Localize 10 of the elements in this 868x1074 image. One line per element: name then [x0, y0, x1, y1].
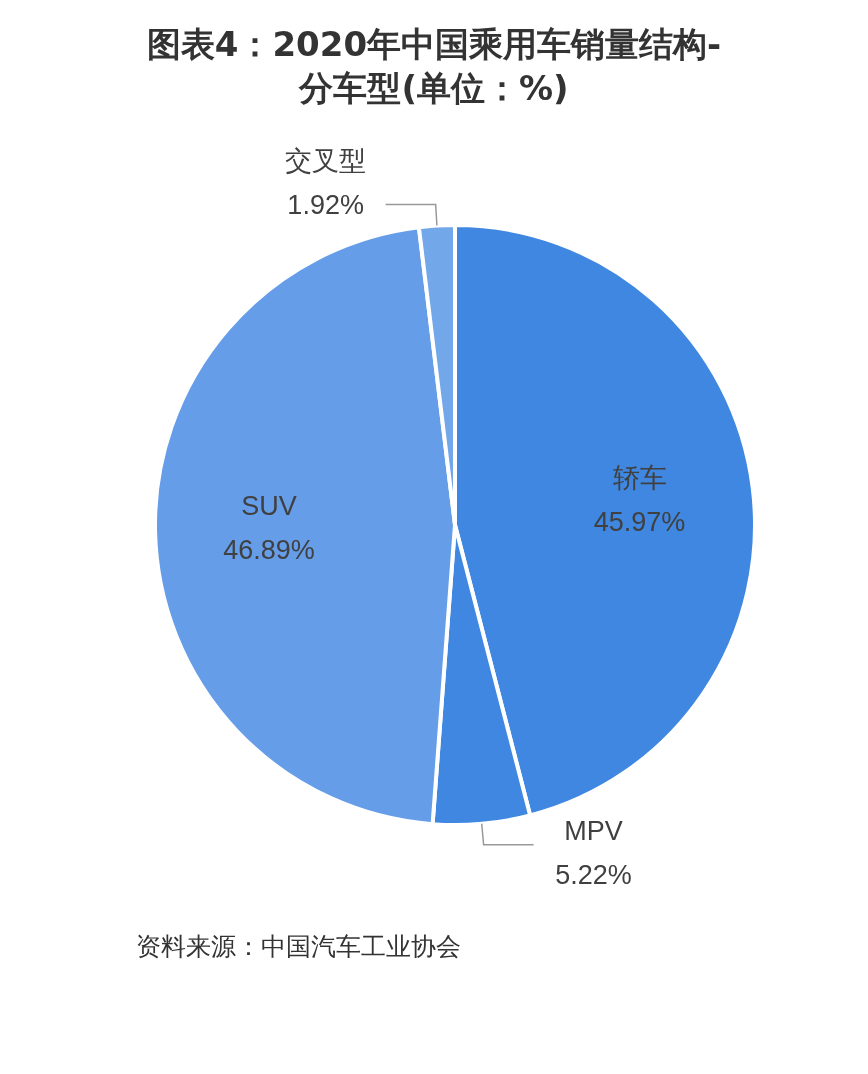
slice-label: SUV: [241, 490, 297, 521]
data-label: 1.92%: [287, 190, 364, 221]
text: 资料来源：中国汽车工业协会: [136, 931, 462, 963]
chart-title: 图表4：2020年中国乘用车销量结构-分车型(单位：%): [145, 23, 723, 110]
data-label: 46.89%: [223, 534, 315, 565]
data-label: 5.22%: [555, 860, 632, 891]
data-label: 45.97%: [593, 506, 686, 537]
slice-label: 交叉型: [285, 146, 367, 177]
slice-label: 轿车: [612, 462, 667, 493]
slice-label: MPV: [564, 816, 623, 847]
